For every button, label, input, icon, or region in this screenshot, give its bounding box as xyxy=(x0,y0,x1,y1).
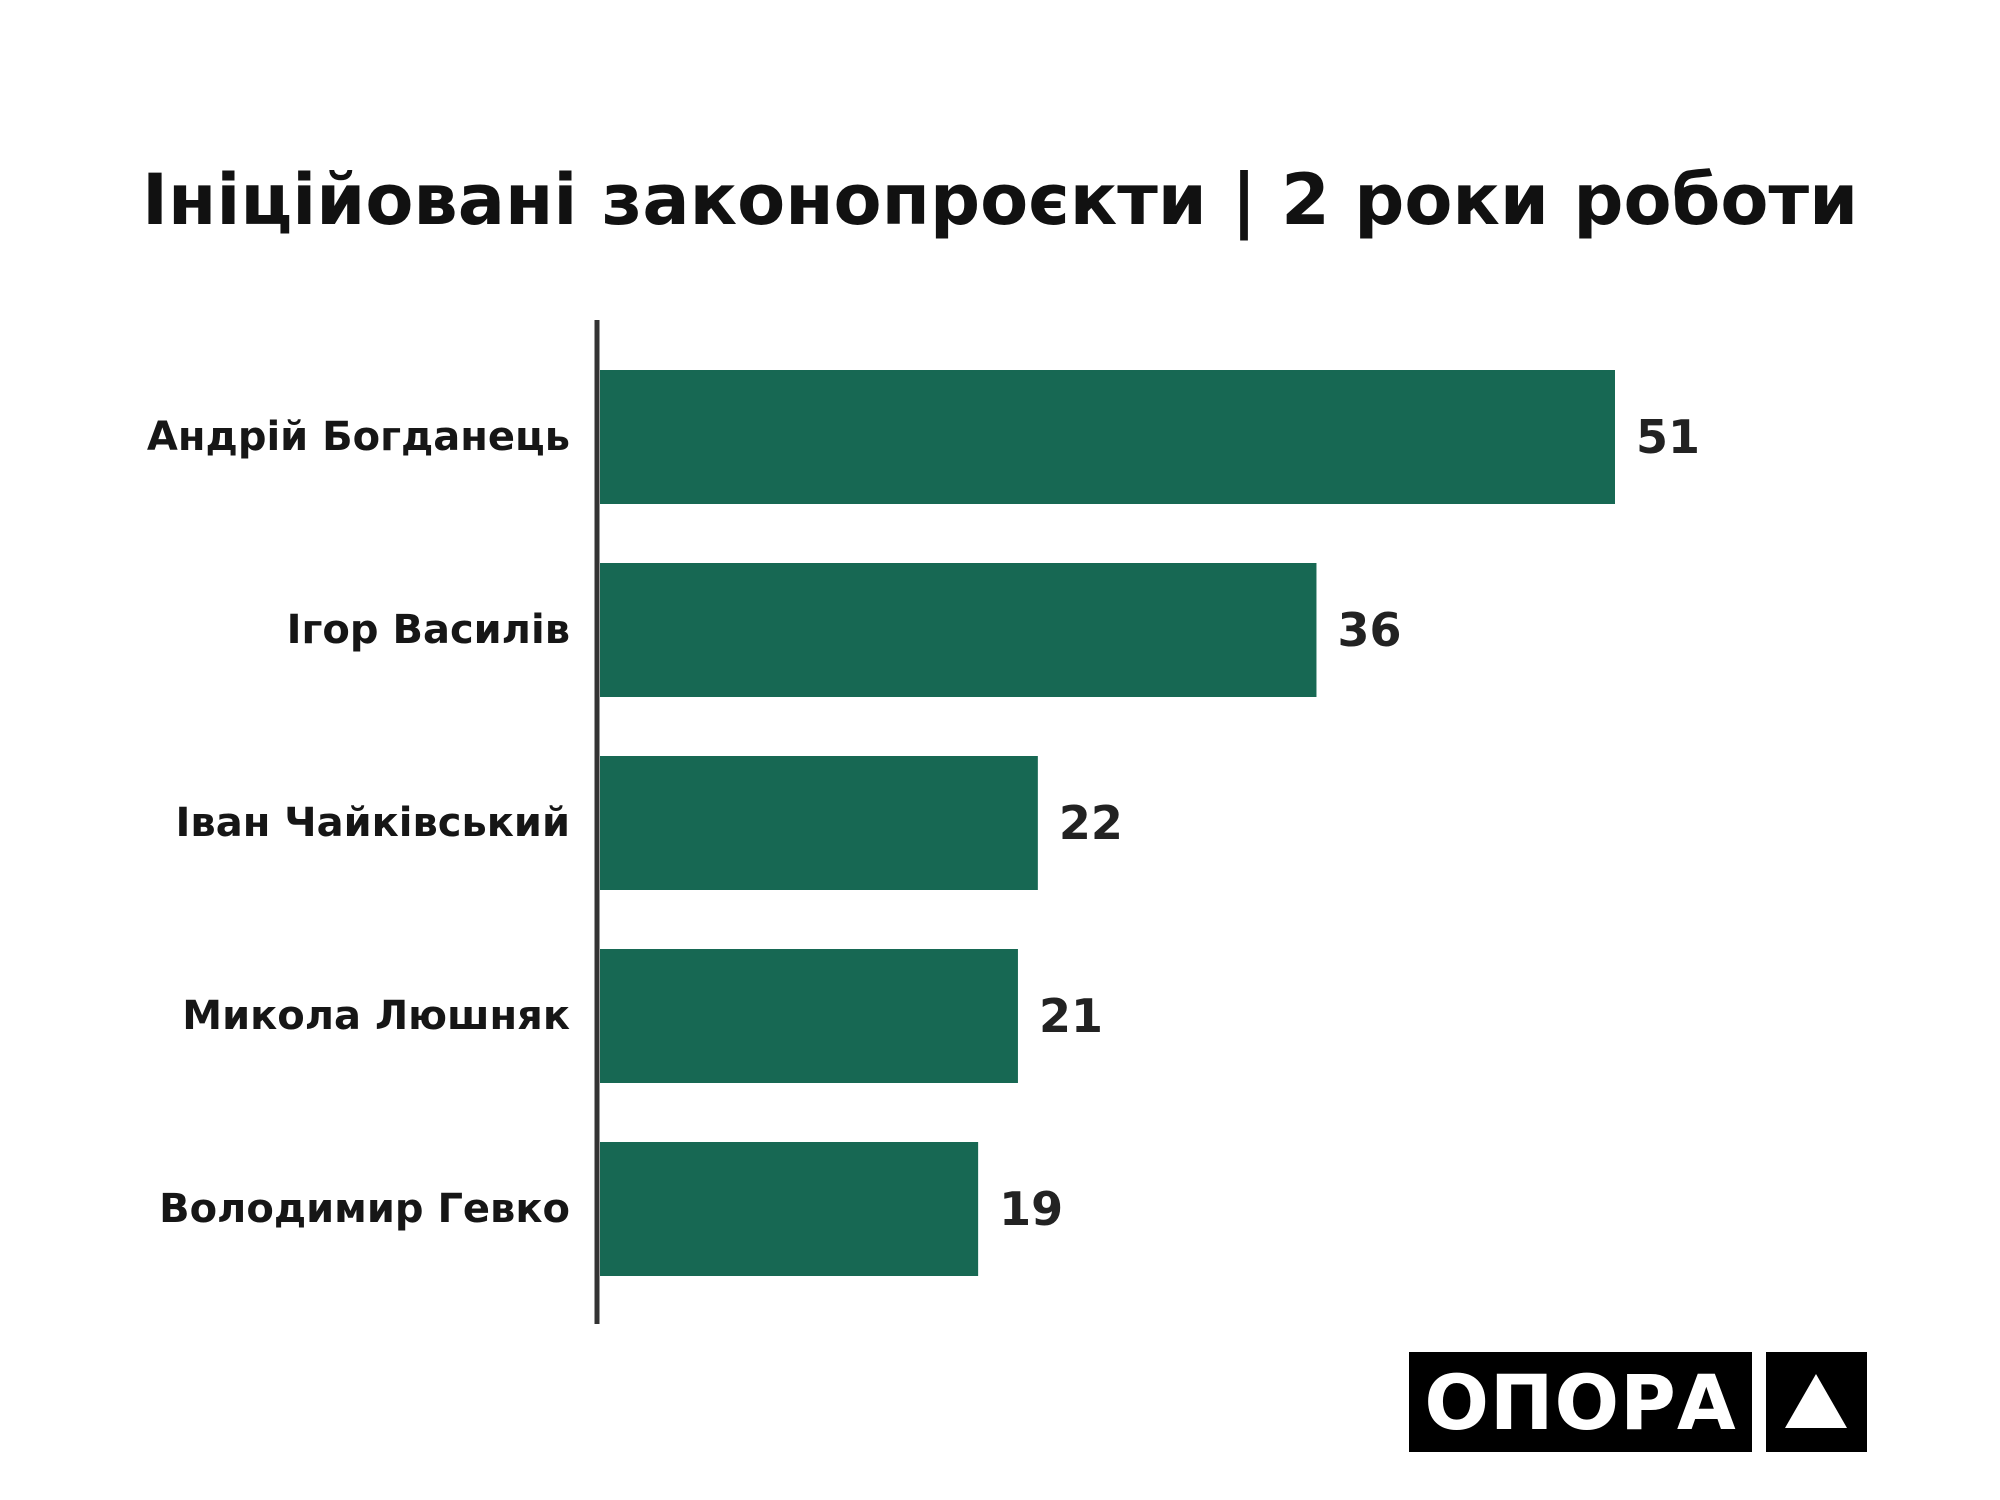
data-label: 19 xyxy=(999,1182,1063,1236)
data-label: 21 xyxy=(1039,989,1103,1043)
data-label: 36 xyxy=(1337,603,1401,657)
category-label: Андрій Богданець xyxy=(147,414,570,460)
bar xyxy=(600,1142,979,1276)
opora-logo-text: ОПОРА xyxy=(1409,1352,1752,1452)
bar xyxy=(600,756,1038,890)
chart-title: Ініційовані законопроєкти | 2 роки робот… xyxy=(142,159,1859,241)
category-label: Ігор Василів xyxy=(287,607,570,653)
data-label: 22 xyxy=(1059,796,1123,850)
bar xyxy=(600,563,1317,697)
bars-group: Андрій Богданець 51 Ігор Василів 36 Іван Чай… xyxy=(147,370,1700,1276)
data-label: 51 xyxy=(1636,410,1700,464)
category-label: Микола Люшняк xyxy=(182,993,570,1039)
bar xyxy=(600,370,1615,504)
triangle-icon xyxy=(1766,1352,1867,1452)
bar xyxy=(600,949,1018,1083)
category-label: Володимир Гевко xyxy=(159,1186,570,1232)
category-label: Іван Чайківський xyxy=(176,800,570,846)
